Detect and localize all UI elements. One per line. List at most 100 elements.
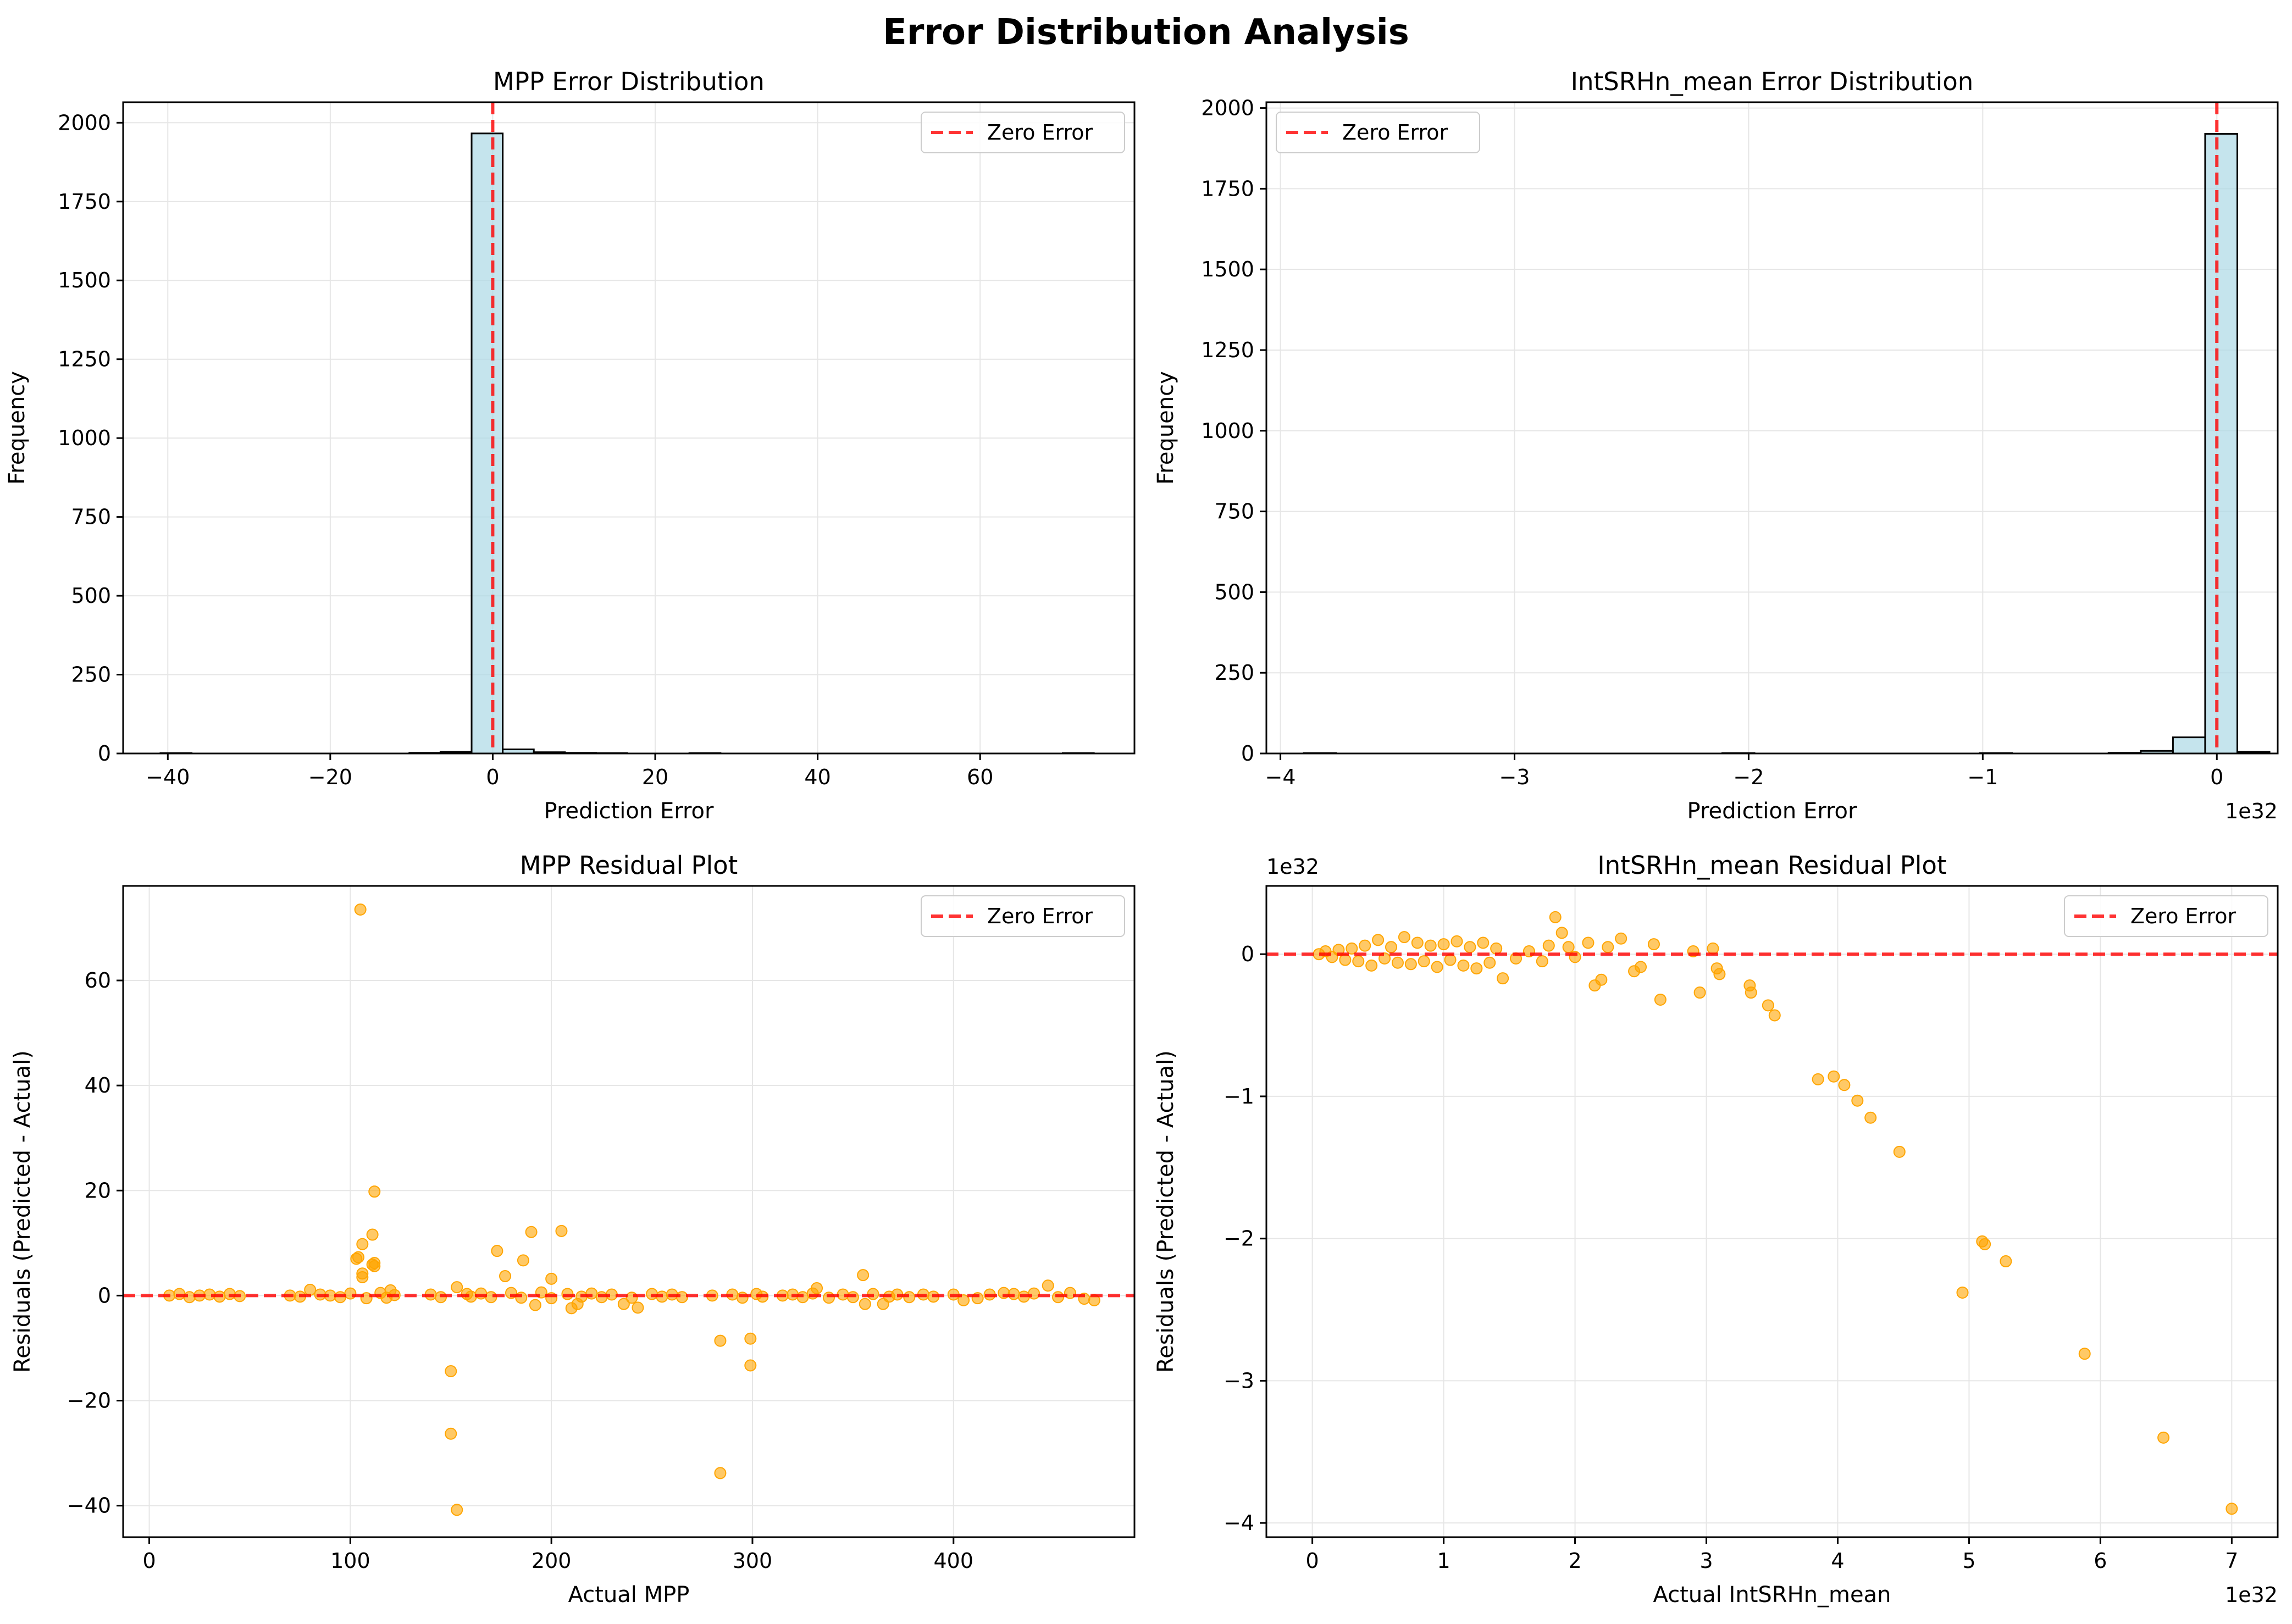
scatter-point xyxy=(714,1467,727,1479)
scatter-point xyxy=(1424,939,1437,952)
y-tick-label: 750 xyxy=(71,505,111,529)
axes-frame xyxy=(122,885,1136,1538)
histogram-bar xyxy=(2204,133,2239,755)
scatter-point xyxy=(304,1283,317,1296)
y-tick-label: 1500 xyxy=(1201,257,1254,281)
scatter-point xyxy=(475,1287,488,1300)
y-tick-label: −2 xyxy=(1223,1227,1254,1251)
legend-box xyxy=(2064,895,2268,937)
scatter-point xyxy=(1483,956,1496,969)
axes-frame xyxy=(1265,101,2279,755)
scatter-point xyxy=(1536,955,1548,968)
scatter-point xyxy=(491,1245,503,1257)
x-tick-label: 6 xyxy=(2094,1549,2107,1573)
y-tick-label: 500 xyxy=(1214,580,1254,604)
intsrhn-error-histogram: −4 −3 −2 −1 0 0 250 500 750 1000 1250 1500 1750 2000 I… xyxy=(1153,67,2279,824)
scatter-point xyxy=(744,1332,757,1345)
y-tick-label: 1000 xyxy=(1201,419,1254,443)
y-axis-label: Residuals (Predicted - Actual) xyxy=(1153,1050,1178,1373)
scatter-point xyxy=(1444,954,1457,966)
x-axis-label: Prediction Error xyxy=(544,799,714,824)
scatter-point xyxy=(1470,962,1483,975)
x-tick-label: 0 xyxy=(2210,765,2223,789)
x-offset-text: 1e32 xyxy=(2225,1583,2278,1607)
histogram-bar xyxy=(2172,736,2206,755)
scatter-point xyxy=(1352,955,1365,968)
y-tick-label: −1 xyxy=(1223,1084,1254,1108)
scatter-point xyxy=(1365,959,1378,972)
x-tick-label: −4 xyxy=(1265,765,1296,789)
scatter-point xyxy=(1555,927,1568,939)
x-tick-label: 5 xyxy=(1962,1549,1975,1573)
scatter-point xyxy=(1654,993,1667,1006)
x-tick-label: 20 xyxy=(642,765,668,789)
scatter-point xyxy=(1418,955,1430,968)
y-tick-label: −40 xyxy=(67,1494,111,1518)
scatter-point xyxy=(1602,941,1614,954)
legend-label: Zero Error xyxy=(987,120,1093,145)
y-tick-label: 2000 xyxy=(58,110,111,135)
y-tick-label: 1750 xyxy=(58,190,111,214)
scatter-point xyxy=(517,1254,529,1267)
histogram-bar xyxy=(470,132,504,755)
scatter-point xyxy=(1451,935,1463,947)
scatter-point xyxy=(1615,932,1627,945)
scatter-point xyxy=(529,1299,541,1311)
scatter-point xyxy=(1647,938,1660,951)
y-tick-label: 0 xyxy=(1241,942,1254,966)
scatter-point xyxy=(2225,1503,2238,1515)
scatter-point xyxy=(1582,936,1595,949)
scatter-point xyxy=(1339,954,1352,966)
x-tick-label: −2 xyxy=(1733,765,1764,789)
scatter-point xyxy=(1490,942,1503,955)
scatter-point xyxy=(366,1228,379,1241)
y-tick-label: 40 xyxy=(85,1073,111,1098)
scatter-point xyxy=(1464,941,1476,954)
scatter-point xyxy=(356,1238,369,1250)
scatter-point xyxy=(617,1298,630,1310)
axes-frame xyxy=(1265,885,2279,1538)
scatter-point xyxy=(352,1251,364,1263)
x-axis-label: Actual IntSRHn_mean xyxy=(1653,1582,1891,1608)
scatter-point xyxy=(451,1281,463,1294)
scatter-point xyxy=(1385,941,1398,954)
scatter-point xyxy=(1562,941,1575,954)
scatter-point xyxy=(585,1287,598,1300)
mpp-residual-scatter: 0 100 200 300 400 −40 −20 0 20 40 60 MPP Residual P… xyxy=(10,851,1136,1608)
y-tick-label: 1500 xyxy=(58,268,111,292)
scatter-point xyxy=(1693,986,1706,999)
scatter-point xyxy=(1028,1287,1040,1300)
legend-box xyxy=(1276,112,1480,153)
y-tick-label: 1000 xyxy=(58,426,111,450)
y-axis-label: Residuals (Predicted - Actual) xyxy=(10,1050,35,1373)
scatter-point xyxy=(2000,1255,2012,1268)
scatter-point xyxy=(2157,1431,2170,1444)
scatter-point xyxy=(1828,1070,1840,1083)
scatter-point xyxy=(1713,968,1726,980)
scatter-point xyxy=(445,1427,457,1440)
scatter-point xyxy=(822,1292,835,1304)
y-tick-label: 500 xyxy=(71,584,111,608)
scatter-point xyxy=(1411,936,1424,949)
y-axis-label: Frequency xyxy=(1153,371,1178,485)
scatter-point xyxy=(957,1294,970,1307)
scatter-point xyxy=(1042,1279,1054,1292)
scatter-point xyxy=(736,1292,749,1304)
axes-title: MPP Error Distribution xyxy=(493,67,765,96)
y-axis-label: Frequency xyxy=(4,371,30,485)
y-tick-label: 0 xyxy=(98,1283,111,1307)
x-tick-label: 200 xyxy=(532,1549,572,1573)
y-tick-label: 1250 xyxy=(58,347,111,372)
scatter-point xyxy=(451,1504,463,1516)
scatter-point xyxy=(806,1287,819,1300)
x-tick-label: −3 xyxy=(1499,765,1530,789)
scatter-point xyxy=(1477,936,1490,949)
scatter-point xyxy=(1956,1286,1969,1299)
scatter-point xyxy=(368,1185,381,1198)
figure-suptitle: Error Distribution Analysis xyxy=(883,12,1409,53)
scatter-point xyxy=(1398,931,1410,944)
axes-title: IntSRHn_mean Error Distribution xyxy=(1571,67,1974,96)
scatter-point xyxy=(714,1334,727,1347)
scatter-point xyxy=(2078,1348,2091,1360)
